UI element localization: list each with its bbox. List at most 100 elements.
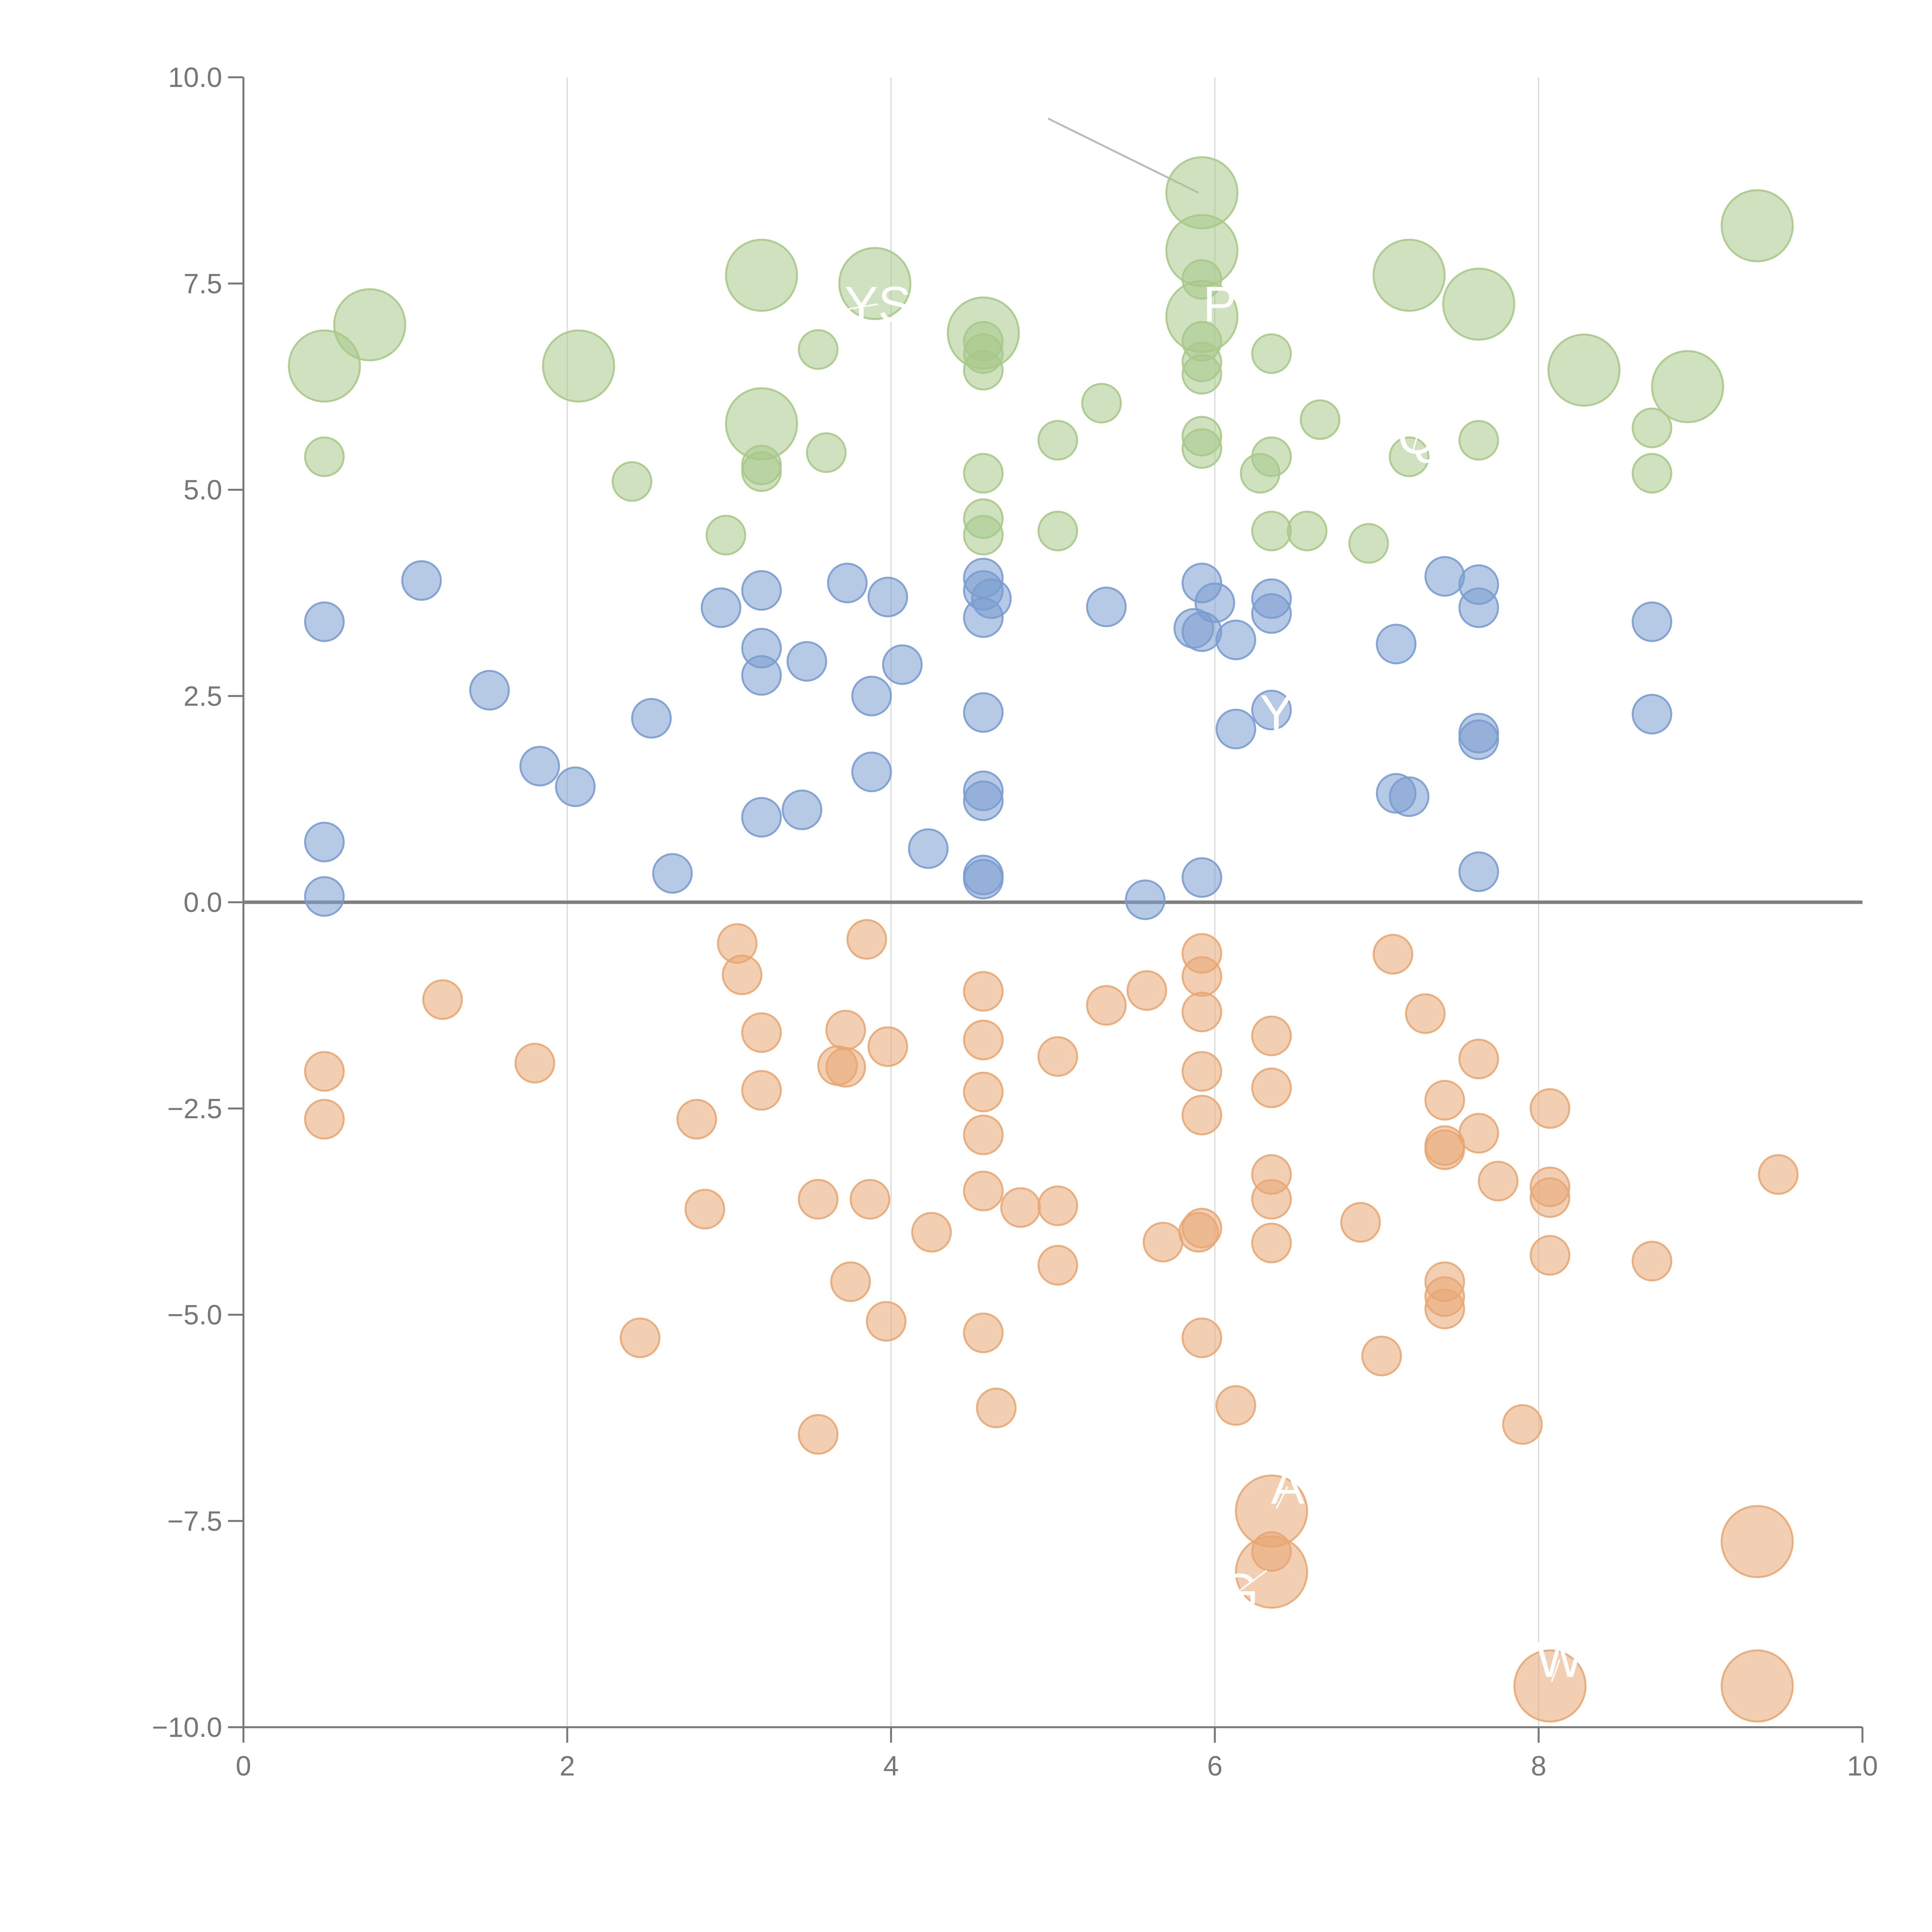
y-tick-label: −10.0 xyxy=(152,1712,222,1743)
data-label: A xyxy=(1271,1458,1304,1515)
bubble-mid xyxy=(1125,879,1166,920)
bubble-low xyxy=(1181,956,1222,997)
bubble-low xyxy=(676,1099,717,1140)
bubble-low xyxy=(1086,985,1127,1026)
label-leader xyxy=(1412,436,1418,453)
bubble-mid xyxy=(1215,709,1256,750)
bubble-mid xyxy=(1424,556,1465,597)
x-tick-label: 4 xyxy=(883,1751,899,1782)
bubble-high xyxy=(1251,510,1292,551)
bubble-low xyxy=(1251,1015,1292,1056)
bubble-low xyxy=(1251,1179,1292,1220)
bubble-low xyxy=(963,1170,1004,1211)
bubble-high xyxy=(1037,510,1078,551)
bubble-low xyxy=(911,1212,952,1253)
bubble-high xyxy=(798,329,838,370)
bubble-high xyxy=(706,515,747,556)
bubble-mid xyxy=(1631,694,1672,735)
bubble-mid xyxy=(701,587,742,628)
bubble-low xyxy=(963,1071,1004,1112)
y-tick-label: 2.5 xyxy=(184,681,222,712)
bubble-high xyxy=(963,350,1004,391)
bubble-mid xyxy=(786,641,827,682)
bubble-low xyxy=(798,1414,838,1455)
bubble-low xyxy=(1235,1536,1308,1609)
bubble-mid xyxy=(1181,857,1222,898)
bubble-high xyxy=(741,451,782,492)
bubble-high xyxy=(1081,383,1122,423)
data-label: YS xyxy=(845,276,912,332)
bubble-low xyxy=(1181,1208,1222,1248)
bubble-low xyxy=(1251,1067,1292,1108)
bubble-low xyxy=(1143,1222,1184,1263)
bubble-mid xyxy=(963,780,1004,821)
bubble-mid xyxy=(908,828,949,869)
bubble-high xyxy=(1721,189,1794,262)
bubble-low xyxy=(1721,1505,1794,1578)
data-label: Q xyxy=(1398,408,1437,464)
bubble-mid xyxy=(741,570,782,611)
data-label: P xyxy=(1203,276,1236,332)
bubble-high xyxy=(1372,238,1446,312)
bubble-high xyxy=(1458,420,1499,461)
bubble-low xyxy=(1478,1161,1519,1202)
bubble-high xyxy=(838,247,912,320)
bubble-low xyxy=(1758,1154,1799,1195)
bubble-low xyxy=(514,1043,555,1083)
bubble-mid xyxy=(519,746,560,787)
x-tick-label: 2 xyxy=(560,1751,575,1782)
bubble-low xyxy=(867,1026,908,1067)
x-tick-label: 6 xyxy=(1207,1751,1223,1782)
bubble-mid xyxy=(971,578,1012,619)
axes: 10.0 7.5 5.0 2.5 0.0 −2.5 −5.0 −7.5 −10.0 0 2 4 6 8 10 xyxy=(152,62,1878,1782)
bubble-mid xyxy=(401,560,442,601)
bubble-low xyxy=(1458,1039,1499,1080)
bubble-mid xyxy=(1376,624,1417,665)
y-tick-label: 7.5 xyxy=(184,269,222,299)
bubble-mid xyxy=(652,853,693,894)
bubble-low xyxy=(1181,1317,1222,1358)
bubble-high xyxy=(1631,407,1672,448)
bubble-low xyxy=(1631,1241,1672,1282)
bubble-mid xyxy=(1458,587,1499,628)
bubble-mid xyxy=(963,859,1004,900)
bubble-high xyxy=(1251,436,1292,477)
bubble-mid xyxy=(1194,582,1235,623)
y-tick-label: −7.5 xyxy=(167,1506,222,1537)
bubble-low xyxy=(1424,1080,1465,1121)
bubble-mid xyxy=(555,766,596,807)
bubble-high xyxy=(963,453,1004,494)
bubble-low xyxy=(1037,1185,1078,1226)
bubble-low xyxy=(741,1070,782,1111)
bubble-low xyxy=(1215,1385,1256,1426)
bubble-high xyxy=(612,461,653,502)
bubble-low xyxy=(963,971,1004,1012)
bubble-high xyxy=(963,515,1004,556)
data-label: W xyxy=(1536,1631,1583,1688)
bubble-high xyxy=(1181,259,1222,300)
bubble-mid xyxy=(1251,593,1292,634)
data-label: G xyxy=(1219,1563,1259,1619)
y-tick-label: 10.0 xyxy=(168,62,222,93)
x-tick-label: 0 xyxy=(236,1751,251,1782)
label-leader xyxy=(777,303,878,321)
bubble-high xyxy=(725,238,798,312)
bubble-low xyxy=(1529,1088,1570,1129)
bubble-low xyxy=(1502,1404,1543,1445)
bubble-low xyxy=(963,1114,1004,1155)
bubble-low xyxy=(1458,1113,1499,1154)
bubble-low xyxy=(866,1301,906,1342)
bubble-low xyxy=(1181,1095,1222,1136)
bubble-low xyxy=(1513,1649,1587,1723)
bubble-low xyxy=(1529,1177,1570,1218)
bubble-low xyxy=(1424,1129,1465,1170)
bubble-low xyxy=(963,1020,1004,1061)
bubble-high xyxy=(1651,350,1724,423)
label-leader xyxy=(1276,1486,1289,1509)
bubble-mid xyxy=(1458,851,1499,892)
bubble-low xyxy=(1181,992,1222,1032)
bubble-low xyxy=(963,1312,1004,1353)
x-tick-label: 10 xyxy=(1847,1751,1878,1782)
label-leader xyxy=(1238,1570,1267,1592)
y-tick-label: 0.0 xyxy=(184,887,222,918)
